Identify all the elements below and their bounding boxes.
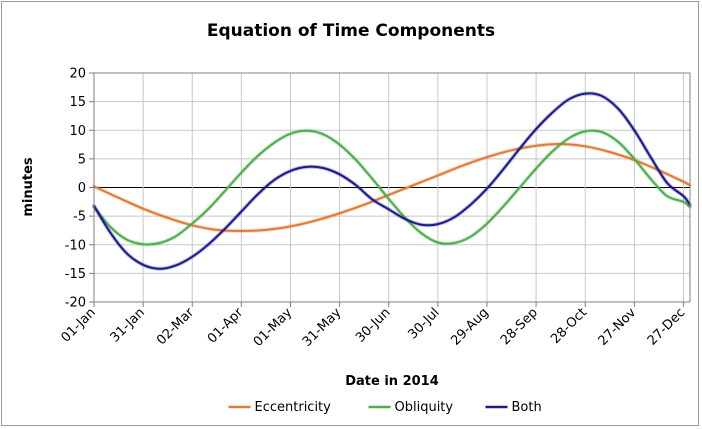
legend: Eccentricity Obliquity Both (228, 400, 542, 415)
series-line-eccentricity (93, 142, 691, 232)
y-tick-label: -20 (65, 296, 86, 311)
y-axis-title: minutes (21, 157, 36, 217)
y-tick-label: 5 (78, 152, 86, 167)
y-tick-label: 0 (78, 181, 86, 196)
series-line-both-glow (92, 91, 692, 271)
x-tick-label: 27-Dec (645, 305, 688, 348)
x-tick-label: 28-Sep (498, 305, 541, 348)
x-tick-labels: 01-Jan 31-Jan 02-Mar 01-Apr 01-May 31-May 30-J… (59, 302, 688, 350)
x-tick-label: 29-Aug (448, 305, 491, 348)
x-tick-label: 28-Oct (548, 305, 590, 347)
x-tick-label: 02-Mar (154, 305, 197, 348)
y-tick-labels: -20 -15 -10 -5 0 5 10 15 20 (65, 67, 94, 311)
y-tick-label: -15 (65, 267, 86, 282)
chart-title: Equation of Time Components (207, 21, 495, 41)
y-tick-label: 20 (69, 67, 86, 82)
x-tick-label: 31-May (300, 305, 345, 350)
plot-area-border (93, 72, 691, 303)
y-tick-label: -5 (73, 210, 86, 225)
x-tick-label: 01-May (251, 305, 296, 350)
x-axis-title: Date in 2014 (345, 374, 439, 389)
grid-lines (93, 72, 690, 303)
legend-label-both: Both (512, 400, 542, 415)
x-tick-label: 30-Jul (405, 305, 442, 342)
series-line-obliquity (93, 129, 691, 246)
x-tick-label: 01-Apr (205, 305, 247, 347)
x-tick-label: 27-Nov (596, 305, 640, 349)
x-tick-label: 31-Jan (108, 305, 148, 345)
series-line-both (93, 92, 691, 270)
x-tick-label: 01-Jan (59, 305, 99, 345)
series-layer (92, 91, 692, 271)
legend-label-eccentricity: Eccentricity (255, 400, 332, 415)
y-tick-label: -10 (65, 238, 86, 253)
y-tick-label: 10 (69, 124, 86, 139)
y-tick-label: 15 (69, 95, 86, 110)
x-tick-label: 30-Jun (353, 305, 394, 346)
legend-label-obliquity: Obliquity (395, 400, 454, 415)
